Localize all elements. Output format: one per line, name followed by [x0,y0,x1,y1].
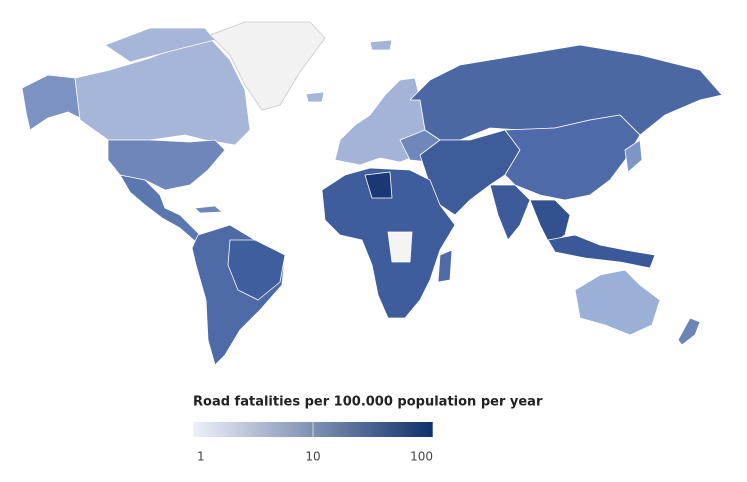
country [574,269,661,336]
country [437,249,453,283]
legend-tick-label: 100 [410,450,433,464]
legend-tick-label: 10 [305,450,320,464]
country [364,171,393,199]
country [74,37,251,146]
legend-tick-label: 1 [197,450,205,464]
world-map [21,21,723,366]
country [624,139,643,173]
country [387,231,413,263]
country [305,91,325,103]
country [369,39,393,51]
country [321,167,456,319]
legend-title: Road fatalities per 100.000 population p… [193,395,543,410]
country [194,205,223,214]
country [677,317,701,346]
country [107,139,226,191]
country [227,239,286,301]
country [504,114,641,201]
country [21,74,81,131]
country [529,199,571,246]
country [209,21,326,111]
country [547,234,656,269]
country [489,184,531,241]
